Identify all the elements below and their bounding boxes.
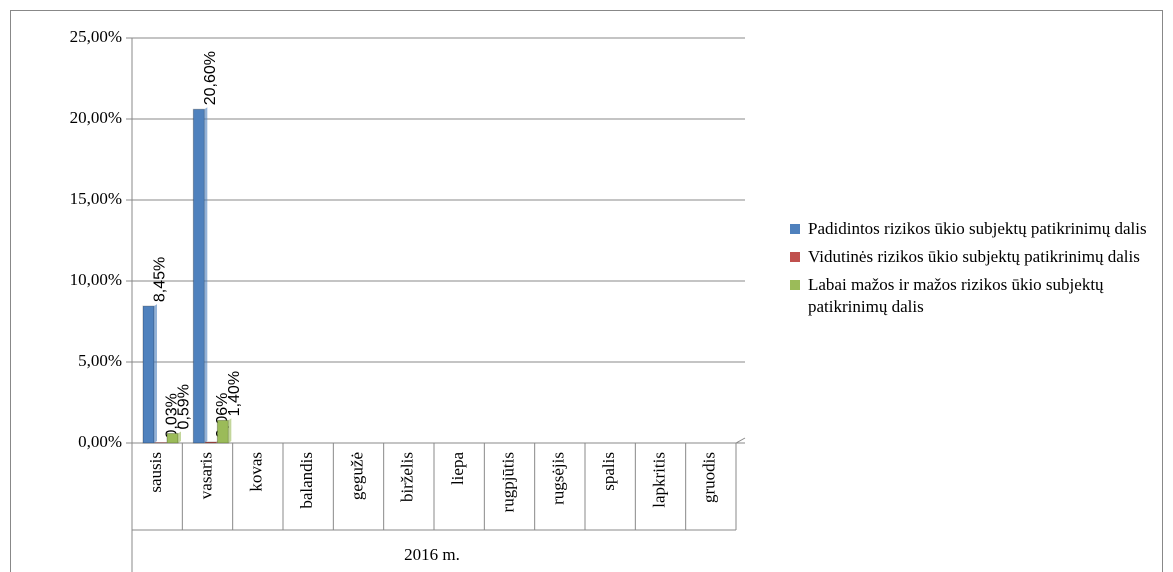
x-tick-label: sausis xyxy=(146,452,165,493)
y-tick-label: 10,00% xyxy=(70,270,122,289)
bar xyxy=(142,305,155,444)
bar-side xyxy=(154,304,157,443)
legend-swatch xyxy=(790,252,800,262)
x-tick-label: rugpjūtis xyxy=(498,452,517,512)
x-tick-label: spalis xyxy=(599,452,618,491)
legend-swatch xyxy=(790,280,800,290)
y-tick-label: 5,00% xyxy=(78,351,122,370)
x-tick-label: vasaris xyxy=(196,452,215,499)
data-label: 0,03% xyxy=(164,393,181,438)
legend: Padidintos rizikos ūkio subjektų patikri… xyxy=(790,218,1160,324)
x-tick-label: balandis xyxy=(297,452,316,509)
chart-border xyxy=(10,10,1163,572)
legend-label: Labai mažos ir mažos rizikos ūkio subjek… xyxy=(808,275,1104,316)
legend-label: Padidintos rizikos ūkio subjektų patikri… xyxy=(808,219,1147,238)
bar xyxy=(166,432,179,444)
data-label: 20,60% xyxy=(202,51,219,105)
legend-entry: Padidintos rizikos ūkio subjektų patikri… xyxy=(790,218,1160,240)
bar xyxy=(204,441,217,444)
y-tick-label: 20,00% xyxy=(70,108,122,127)
y-tick-label: 15,00% xyxy=(70,189,122,208)
legend-label: Vidutinės rizikos ūkio subjektų patikrin… xyxy=(808,247,1140,266)
bar-side xyxy=(228,418,232,443)
legend-entry: Vidutinės rizikos ūkio subjektų patikrin… xyxy=(790,246,1160,268)
bar-side xyxy=(178,431,181,443)
data-label: 1,40% xyxy=(226,371,243,416)
data-label: 0,59% xyxy=(176,384,193,429)
x-tick-label: lapkritis xyxy=(649,452,668,508)
legend-entry: Labai mažos ir mažos rizikos ūkio subjek… xyxy=(790,274,1160,318)
bar xyxy=(192,108,205,444)
x-tick-label: gruodis xyxy=(700,452,719,503)
y-tick-label: 0,00% xyxy=(78,432,122,451)
x-tick-label: gegužė xyxy=(347,452,366,500)
x-tick-label: rugsėjis xyxy=(549,452,568,505)
bar xyxy=(216,419,229,444)
x-tick-label: liepa xyxy=(448,452,467,485)
x-tick-label: birželis xyxy=(398,452,417,502)
y-tick-label: 25,00% xyxy=(70,27,122,46)
x-tick-label: kovas xyxy=(247,452,266,492)
legend-swatch xyxy=(790,224,800,234)
bar-side xyxy=(204,107,208,443)
group-label: 2016 m. xyxy=(404,545,460,564)
data-label: 8,45% xyxy=(152,257,169,302)
